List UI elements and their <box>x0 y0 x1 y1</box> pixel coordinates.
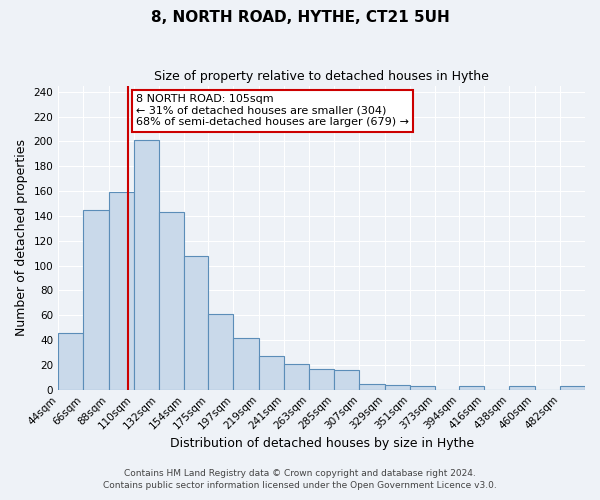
Bar <box>159 212 184 390</box>
Bar <box>309 368 334 390</box>
Bar <box>184 256 208 390</box>
Bar <box>83 210 109 390</box>
Bar <box>208 314 233 390</box>
X-axis label: Distribution of detached houses by size in Hythe: Distribution of detached houses by size … <box>170 437 473 450</box>
Bar <box>560 386 585 390</box>
Bar <box>233 338 259 390</box>
Text: Contains HM Land Registry data © Crown copyright and database right 2024.
Contai: Contains HM Land Registry data © Crown c… <box>103 468 497 490</box>
Title: Size of property relative to detached houses in Hythe: Size of property relative to detached ho… <box>154 70 489 83</box>
Bar <box>109 192 134 390</box>
Bar <box>259 356 284 390</box>
Bar <box>134 140 159 390</box>
Bar <box>509 386 535 390</box>
Bar <box>58 332 83 390</box>
Bar <box>284 364 309 390</box>
Bar <box>459 386 484 390</box>
Bar <box>334 370 359 390</box>
Text: 8 NORTH ROAD: 105sqm
← 31% of detached houses are smaller (304)
68% of semi-deta: 8 NORTH ROAD: 105sqm ← 31% of detached h… <box>136 94 409 128</box>
Bar <box>359 384 385 390</box>
Bar <box>385 385 410 390</box>
Bar <box>410 386 435 390</box>
Y-axis label: Number of detached properties: Number of detached properties <box>15 139 28 336</box>
Text: 8, NORTH ROAD, HYTHE, CT21 5UH: 8, NORTH ROAD, HYTHE, CT21 5UH <box>151 10 449 25</box>
